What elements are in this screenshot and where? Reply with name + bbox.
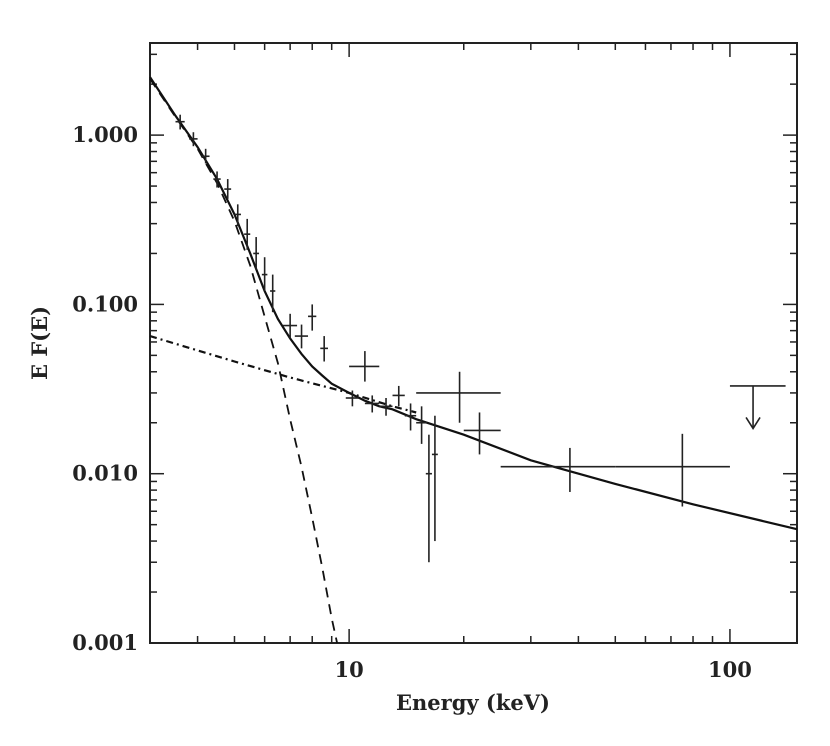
- y-tick-label: 1.000: [72, 122, 138, 147]
- data-points: [175, 114, 786, 563]
- axis-ticks: 10 100 1.000 0.100 0.010 0.001: [72, 43, 797, 682]
- data-point: [615, 433, 730, 507]
- data-point: [416, 406, 427, 444]
- upper-limit-arrow: [745, 417, 761, 430]
- upper-limit-point: [729, 385, 786, 430]
- plot-frame: [149, 42, 798, 644]
- y-tick-label: 0.010: [72, 461, 138, 486]
- data-point: [431, 415, 438, 542]
- data-point: [463, 412, 501, 455]
- data-point: [294, 324, 309, 349]
- data-point: [320, 336, 328, 362]
- data-point: [224, 179, 232, 199]
- data-point: [234, 204, 241, 227]
- data-point: [345, 390, 359, 407]
- data-point: [379, 398, 393, 416]
- data-point: [425, 434, 432, 563]
- data-point: [261, 257, 268, 292]
- y-tick-label: 0.001: [72, 630, 138, 655]
- model-curves: [149, 76, 798, 644]
- x-tick-label: 10: [335, 657, 364, 682]
- data-point: [500, 447, 616, 492]
- model-curve-dash-dot: [149, 335, 417, 414]
- model-curve-solid: [149, 76, 798, 531]
- y-axis-label: E F(E): [27, 306, 52, 380]
- data-point: [244, 218, 251, 250]
- data-point: [213, 171, 221, 188]
- model-curve-dashed: [149, 78, 338, 644]
- data-point: [201, 148, 210, 164]
- data-point: [308, 304, 317, 331]
- data-point: [282, 313, 298, 339]
- data-point: [392, 385, 405, 407]
- data-point: [416, 371, 501, 423]
- data-point: [253, 237, 260, 270]
- x-axis-label: Energy (keV): [396, 690, 550, 715]
- data-point: [175, 114, 185, 130]
- data-point: [189, 132, 198, 147]
- data-point: [404, 403, 417, 431]
- data-point: [364, 395, 380, 413]
- data-point: [270, 274, 276, 313]
- data-point: [349, 351, 380, 382]
- y-tick-label: 0.100: [72, 291, 138, 316]
- x-tick-label: 100: [708, 657, 752, 682]
